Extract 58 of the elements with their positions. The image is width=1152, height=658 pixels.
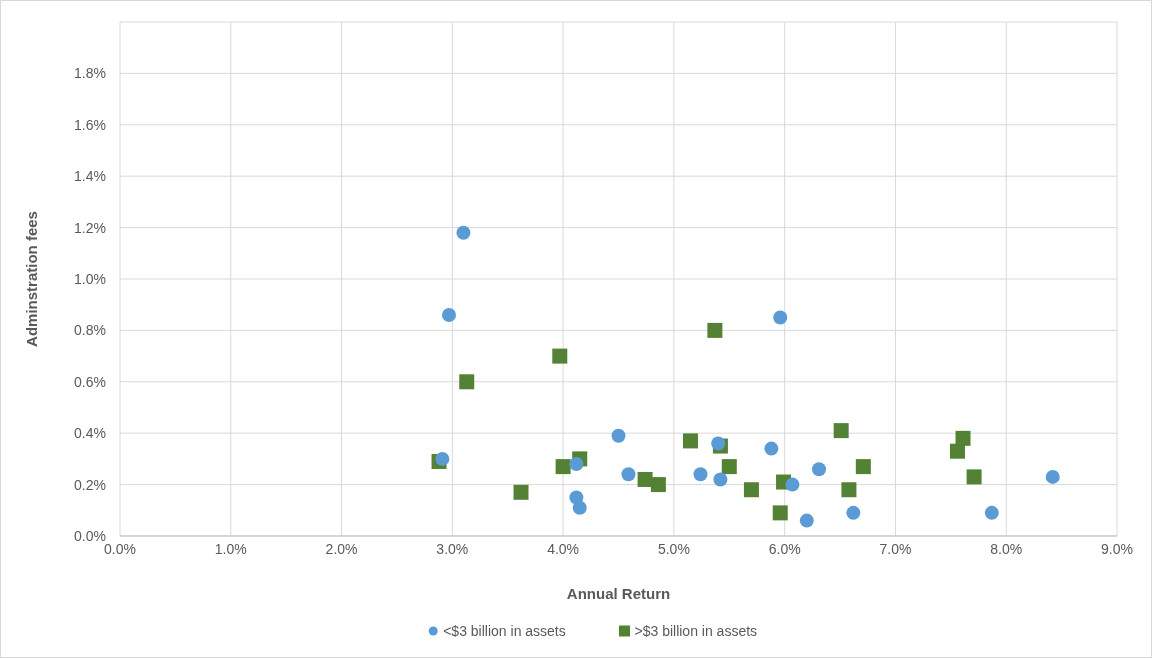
x-tick-label: 0.0% (104, 541, 136, 557)
point (1045, 469, 1060, 484)
point (713, 472, 728, 487)
point (611, 428, 626, 443)
y-tick-label: 0.2% (74, 476, 106, 493)
point (773, 310, 788, 325)
point (764, 441, 779, 456)
point (833, 423, 849, 439)
point (435, 451, 450, 466)
x-tick-label: 4.0% (547, 541, 580, 557)
x-tick-label: 7.0% (879, 541, 912, 557)
point (855, 459, 871, 475)
x-tick-label: 2.0% (325, 541, 358, 557)
x-tick-label: 8.0% (990, 541, 1023, 557)
point (513, 484, 529, 500)
point (984, 505, 999, 520)
x-tick-label: 6.0% (768, 541, 801, 557)
legend-label: <$3 billion in assets (443, 623, 566, 639)
point (459, 374, 475, 390)
x-tick-label: 1.0% (214, 541, 247, 557)
point (772, 505, 788, 521)
y-tick-label: 1.0% (74, 271, 106, 287)
legend-label: >$3 billion in assets (634, 623, 758, 639)
point (552, 348, 568, 364)
point (812, 462, 827, 477)
y-tick-label: 1.6% (74, 116, 106, 133)
point (721, 459, 737, 475)
x-tick-label: 5.0% (657, 541, 690, 557)
point (841, 482, 857, 498)
point (955, 430, 971, 446)
x-tick-label: 9.0% (1101, 541, 1133, 557)
point (966, 469, 982, 485)
point (572, 500, 587, 515)
point (569, 457, 584, 472)
y-tick-label: 1.8% (74, 65, 106, 82)
y-tick-label: 0.0% (74, 528, 106, 544)
point (637, 471, 653, 487)
y-tick-label: 0.8% (74, 322, 106, 339)
point (456, 225, 471, 240)
x-tick-label: 3.0% (436, 541, 469, 557)
point (785, 477, 800, 492)
point (442, 307, 457, 322)
point (743, 482, 759, 498)
point (949, 443, 965, 459)
y-tick-label: 1.4% (74, 168, 106, 185)
point (555, 459, 571, 475)
point (621, 467, 636, 482)
x-axis-title: Annual Return (566, 585, 671, 602)
y-tick-label: 0.6% (74, 373, 106, 390)
y-tick-label: 0.4% (74, 425, 106, 442)
point (799, 513, 814, 528)
point (650, 477, 666, 493)
y-tick-label: 1.2% (74, 219, 106, 236)
y-axis-title: Adminstration fees (23, 211, 40, 347)
point (707, 322, 723, 338)
point (683, 433, 699, 449)
point (693, 467, 708, 482)
point (846, 505, 861, 520)
